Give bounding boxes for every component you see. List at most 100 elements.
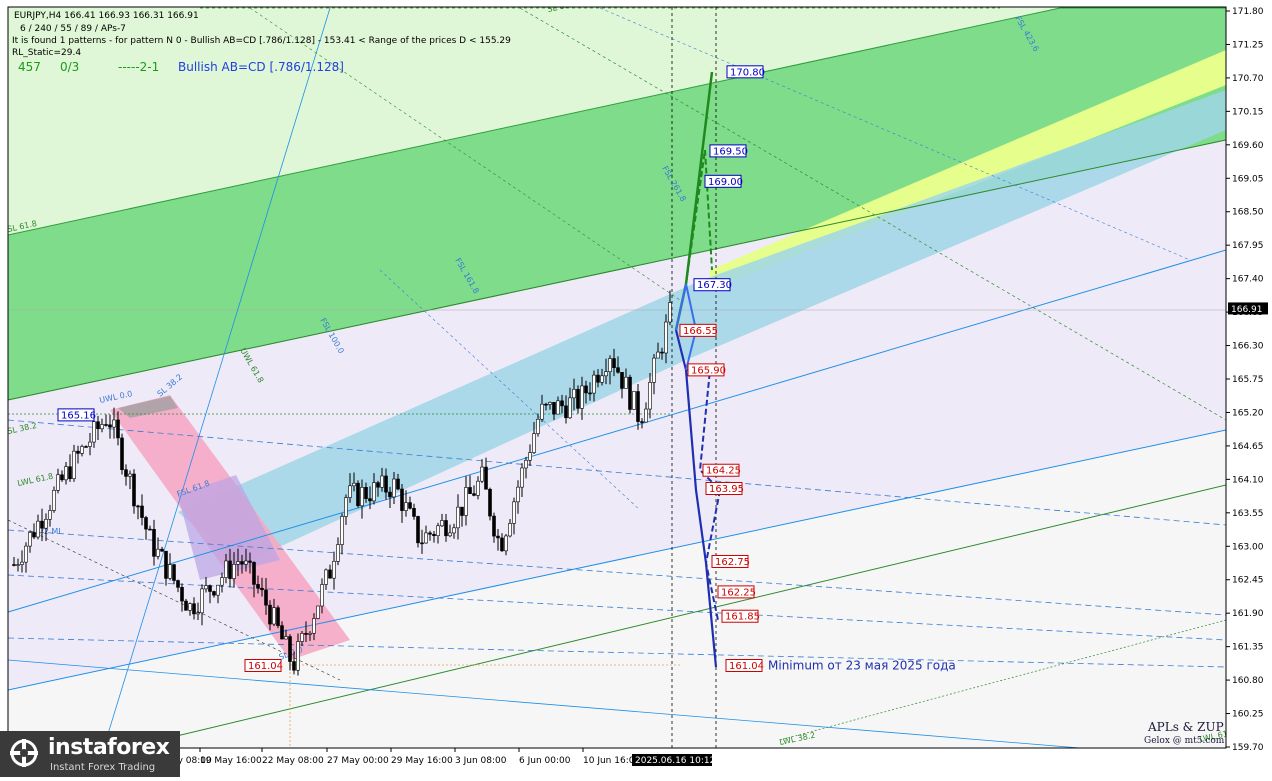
fib-label: SL 61.8 [547,0,578,14]
support-label-box [717,585,755,599]
candle-body [68,466,72,480]
lwl-dotted [779,619,1226,741]
current-price-label: 166.91 [1231,305,1263,315]
zigzag-path [675,283,698,371]
candle-body [24,545,28,563]
candle-body [28,532,32,547]
candle-body [508,523,512,537]
target-label: 169.50 [713,146,748,157]
y-tick-label: 169.05 [1232,174,1264,184]
support-label-box [721,609,759,623]
candle-body [608,358,612,372]
candle-body [296,641,300,671]
candle-body [564,405,568,419]
green-channel-edge [8,139,1226,401]
y-tick-label: 169.60 [1232,141,1264,151]
candle-body [36,520,40,538]
dashed-blue-2 [8,529,1226,616]
candle-body [20,561,24,565]
candle-body [620,372,624,389]
candles [12,290,672,676]
candle-body [584,385,588,394]
candle-body [124,469,128,477]
y-tick-label: 164.10 [1232,475,1264,485]
y-tick-label: 170.15 [1232,107,1264,117]
support-label: 161.04 [729,661,764,672]
target-label: 167.30 [697,280,732,291]
candle-body [224,560,228,578]
candle-body [616,367,620,373]
candle-body [472,493,476,496]
support-label-box [725,658,763,672]
support-label: 166.55 [683,326,718,337]
gray-dotted [8,519,341,681]
x-tick-label: 10 Jun 16:00 [583,756,640,766]
stat-count: 457 [18,60,41,74]
lower-median-line [8,659,1085,748]
candle-body [184,600,188,611]
y-tick-label: 166.30 [1232,342,1264,352]
candle-body [12,564,16,566]
candle-body [244,560,248,565]
candle-body [580,385,584,409]
candle-body [628,376,632,410]
candle-body [52,490,56,511]
candle-body [356,482,360,507]
candle-body [132,473,136,507]
candle-body [172,564,176,581]
candle-body [228,560,232,579]
candle-body [604,371,608,377]
candle-body [160,548,164,552]
candle-body [624,376,628,389]
candle-body [144,517,148,530]
lavender-channel [8,140,1226,690]
candle-body [100,424,104,430]
candle-body [496,535,500,539]
candle-body [648,382,652,410]
candle-body [656,351,660,359]
candle-body [164,550,168,579]
watermark-title: APLs & ZUP [1148,720,1224,734]
candle-body [484,466,488,490]
candle-body [544,403,548,406]
x-tick-label: 3 Jun 08:00 [455,756,507,766]
x-tick-label: 19 May 16:00 [200,756,262,766]
header-line3: It is found 1 patterns - for pattern N 0… [12,36,511,46]
y-tick-label: 164.65 [1232,442,1264,452]
candle-body [568,397,572,419]
candle-body [60,474,64,481]
support-label-box [244,658,282,672]
candle-body [260,587,264,591]
candle-body [600,375,604,383]
stat-code: -----2-1 [118,60,160,74]
support-label: 162.75 [715,557,750,568]
candle-body [488,488,492,517]
candle-body [408,502,412,509]
candle-body [292,661,296,671]
candle-body [424,532,428,544]
support-label-box [711,554,749,568]
green-dotted-fan [519,7,1226,421]
y-tick-label: 165.20 [1232,408,1264,418]
y-tick-label: 167.95 [1232,241,1264,251]
candle-body [476,480,480,496]
candle-body [156,548,160,557]
candle-body [492,515,496,537]
candle-body [512,501,516,524]
target-label-box [693,278,731,292]
candle-body [480,466,484,482]
candle-body [392,478,396,498]
candle-body [380,475,384,488]
x-current-box [632,754,712,766]
y-tick-label: 168.50 [1232,208,1264,218]
y-tick-label: 161.35 [1232,643,1264,653]
yellow-channel [710,50,1226,290]
minimum-annotation: Minimum от 23 мая 2025 года [768,658,956,672]
y-tick-label: 167.40 [1232,275,1264,285]
watermark-sub: Gelox @ mt5.com [1144,736,1225,746]
support-label-box [705,481,743,495]
candle-body [96,421,100,430]
y-tick-label: 159.70 [1232,743,1264,753]
fib-label: 1/2 ML [36,527,63,536]
